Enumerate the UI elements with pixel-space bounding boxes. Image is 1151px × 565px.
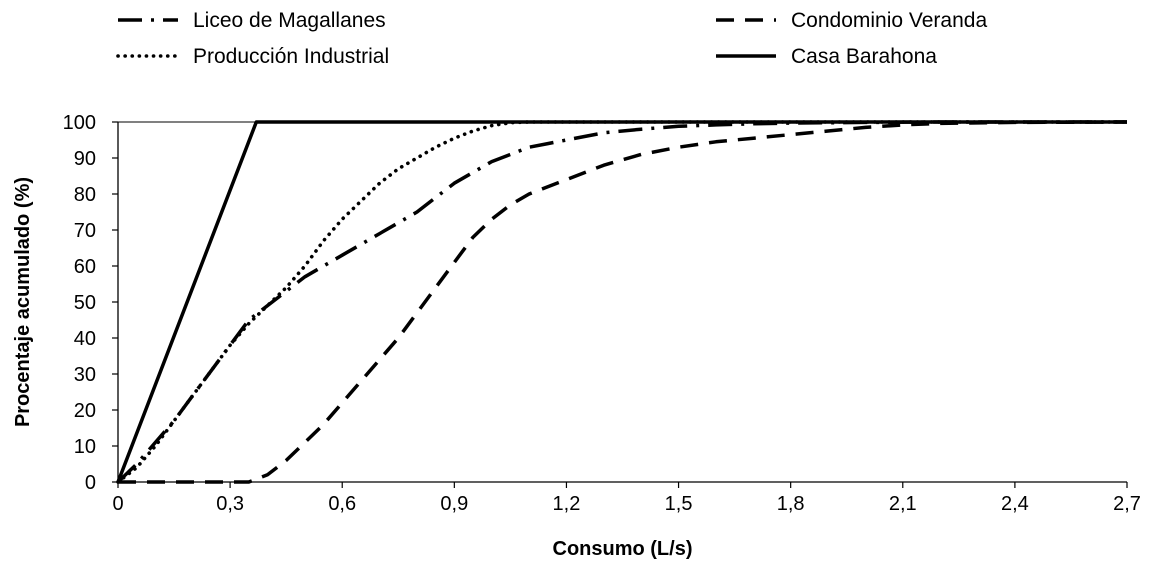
legend-label: Casa Barahona [791,45,937,68]
x-tick-label: 0 [112,493,123,515]
legend-label: Liceo de Magallanes [193,9,386,32]
y-tick-label: 100 [63,112,96,134]
y-tick-label: 60 [74,256,96,278]
x-tick-label: 0,6 [328,493,356,515]
series-line-condominio-veranda [118,120,1128,484]
x-tick-label: 0,9 [440,493,468,515]
x-tick-label: 2,4 [1001,493,1029,515]
x-tick-label: 0,3 [216,493,244,515]
y-tick-label: 0 [85,472,96,494]
series-line-casa-barahona [116,120,1127,483]
legend: Liceo de Magallanes Condominio Veranda Pro… [116,9,987,68]
y-tick-label: 10 [74,436,96,458]
y-tick-label: 70 [74,220,96,242]
y-tick-label: 80 [74,184,96,206]
y-tick-label: 50 [74,292,96,314]
y-tick-label: 40 [74,328,96,350]
series-line-liceo-de-magallanes [116,120,1127,484]
x-tick-label: 1,8 [777,493,805,515]
x-tick-label: 1,2 [553,493,581,515]
y-tick-label: 90 [74,148,96,170]
y-axis-title: Procentaje acumulado (%) [12,177,34,427]
x-ticks: 0 0,3 0,6 0,9 1,2 1,5 1,8 2,1 2,4 2,7 [112,482,1141,515]
x-tick-label: 2,1 [889,493,917,515]
legend-label: Producción Industrial [193,45,389,68]
y-tick-label: 20 [74,400,96,422]
legend-item: Casa Barahona [716,45,937,68]
legend-item: Producción Industrial [116,45,389,68]
legend-item: Condominio Veranda [716,9,987,32]
plot-area: 0 0,3 0,6 0,9 1,2 1,5 1,8 2,1 2,4 2,7 0 10 20 30 40 50… [63,112,1141,515]
series-lines [116,120,1129,484]
legend-item: Liceo de Magallanes [118,9,386,32]
y-tick-label: 30 [74,364,96,386]
x-tick-label: 1,5 [665,493,693,515]
y-ticks: 0 10 20 30 40 50 60 70 80 90 100 [63,112,118,494]
legend-label: Condominio Veranda [791,9,987,32]
x-axis-title: Consumo (L/s) [553,538,693,560]
x-tick-label: 2,7 [1113,493,1141,515]
